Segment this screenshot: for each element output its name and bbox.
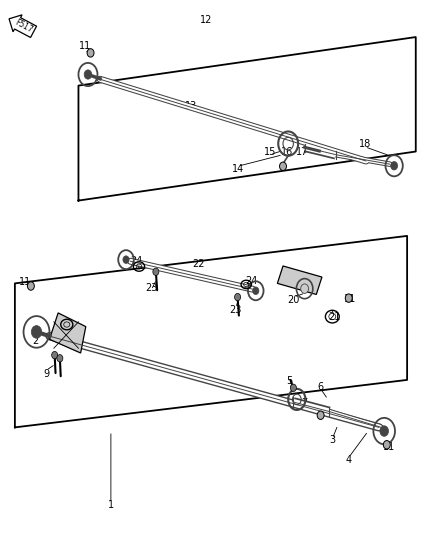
- Circle shape: [123, 256, 129, 263]
- Circle shape: [28, 282, 34, 290]
- Circle shape: [52, 351, 58, 359]
- Text: 6: 6: [318, 382, 324, 392]
- Text: 23: 23: [145, 282, 157, 293]
- Text: 2: 2: [32, 336, 39, 346]
- Circle shape: [383, 441, 390, 449]
- Text: 15: 15: [264, 147, 276, 157]
- Text: 21: 21: [328, 312, 341, 321]
- Circle shape: [301, 284, 308, 293]
- Text: 11: 11: [79, 41, 91, 51]
- Circle shape: [87, 49, 94, 57]
- Circle shape: [279, 162, 286, 171]
- Text: F517: F517: [13, 18, 34, 35]
- Text: 13: 13: [185, 101, 197, 111]
- Text: 11: 11: [19, 277, 32, 287]
- Text: 11: 11: [383, 442, 395, 452]
- Text: 10: 10: [57, 320, 69, 330]
- Text: 12: 12: [200, 14, 212, 25]
- Circle shape: [153, 268, 159, 276]
- Text: 22: 22: [192, 259, 205, 269]
- Text: 8: 8: [70, 336, 76, 346]
- Text: 24: 24: [130, 256, 142, 266]
- Text: 4: 4: [346, 455, 352, 465]
- Text: 3: 3: [329, 434, 336, 445]
- Circle shape: [380, 426, 389, 437]
- Circle shape: [391, 161, 398, 170]
- Text: 17: 17: [296, 147, 308, 157]
- Text: 23: 23: [229, 305, 242, 315]
- Text: 7: 7: [301, 398, 308, 408]
- Circle shape: [84, 70, 92, 79]
- Circle shape: [253, 287, 259, 295]
- Text: 18: 18: [359, 139, 371, 149]
- Text: 9: 9: [43, 369, 49, 378]
- Circle shape: [235, 293, 240, 301]
- Circle shape: [290, 384, 297, 392]
- Circle shape: [32, 326, 42, 338]
- Circle shape: [317, 411, 324, 419]
- Text: 5: 5: [286, 376, 293, 386]
- Text: 14: 14: [231, 164, 244, 174]
- Text: 19: 19: [286, 278, 298, 288]
- Text: 20: 20: [288, 295, 300, 305]
- Polygon shape: [49, 313, 86, 353]
- Text: 1: 1: [108, 500, 114, 511]
- Polygon shape: [277, 266, 322, 294]
- Text: 24: 24: [246, 276, 258, 286]
- Circle shape: [57, 354, 63, 362]
- Circle shape: [345, 294, 352, 302]
- Text: 11: 11: [344, 294, 356, 304]
- Text: 16: 16: [281, 147, 293, 157]
